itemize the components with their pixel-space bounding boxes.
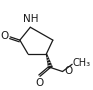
Polygon shape — [46, 54, 52, 68]
Text: O: O — [35, 78, 43, 88]
Text: CH₃: CH₃ — [73, 58, 91, 68]
Text: NH: NH — [23, 14, 38, 24]
Text: O: O — [0, 31, 9, 41]
Text: O: O — [64, 66, 72, 76]
